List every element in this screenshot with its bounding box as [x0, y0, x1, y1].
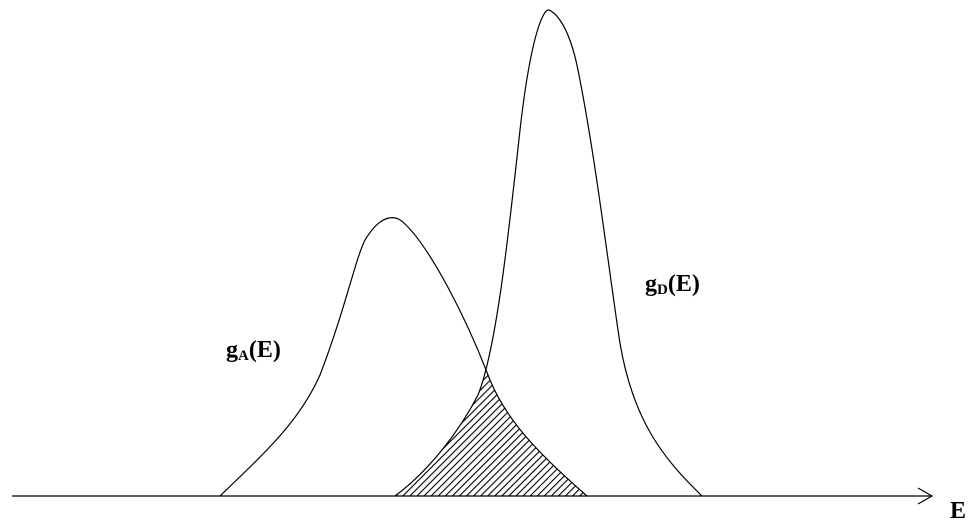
donor-label-main: g [645, 271, 657, 297]
energy-axis-label: E [950, 498, 966, 522]
acceptor-density-curve [219, 217, 588, 497]
energy-axis-arrowhead [917, 487, 934, 505]
acceptor-label-main: g [226, 337, 238, 363]
donor-label-tail: (E) [668, 271, 700, 297]
donor-curve-label: gD(E) [645, 271, 700, 298]
acceptor-label-tail: (E) [249, 337, 281, 363]
acceptor-label-sub: A [238, 348, 249, 364]
donor-density-curve [394, 9, 703, 497]
acceptor-curve-label: gA(E) [226, 337, 281, 364]
donor-label-sub: D [657, 282, 668, 298]
